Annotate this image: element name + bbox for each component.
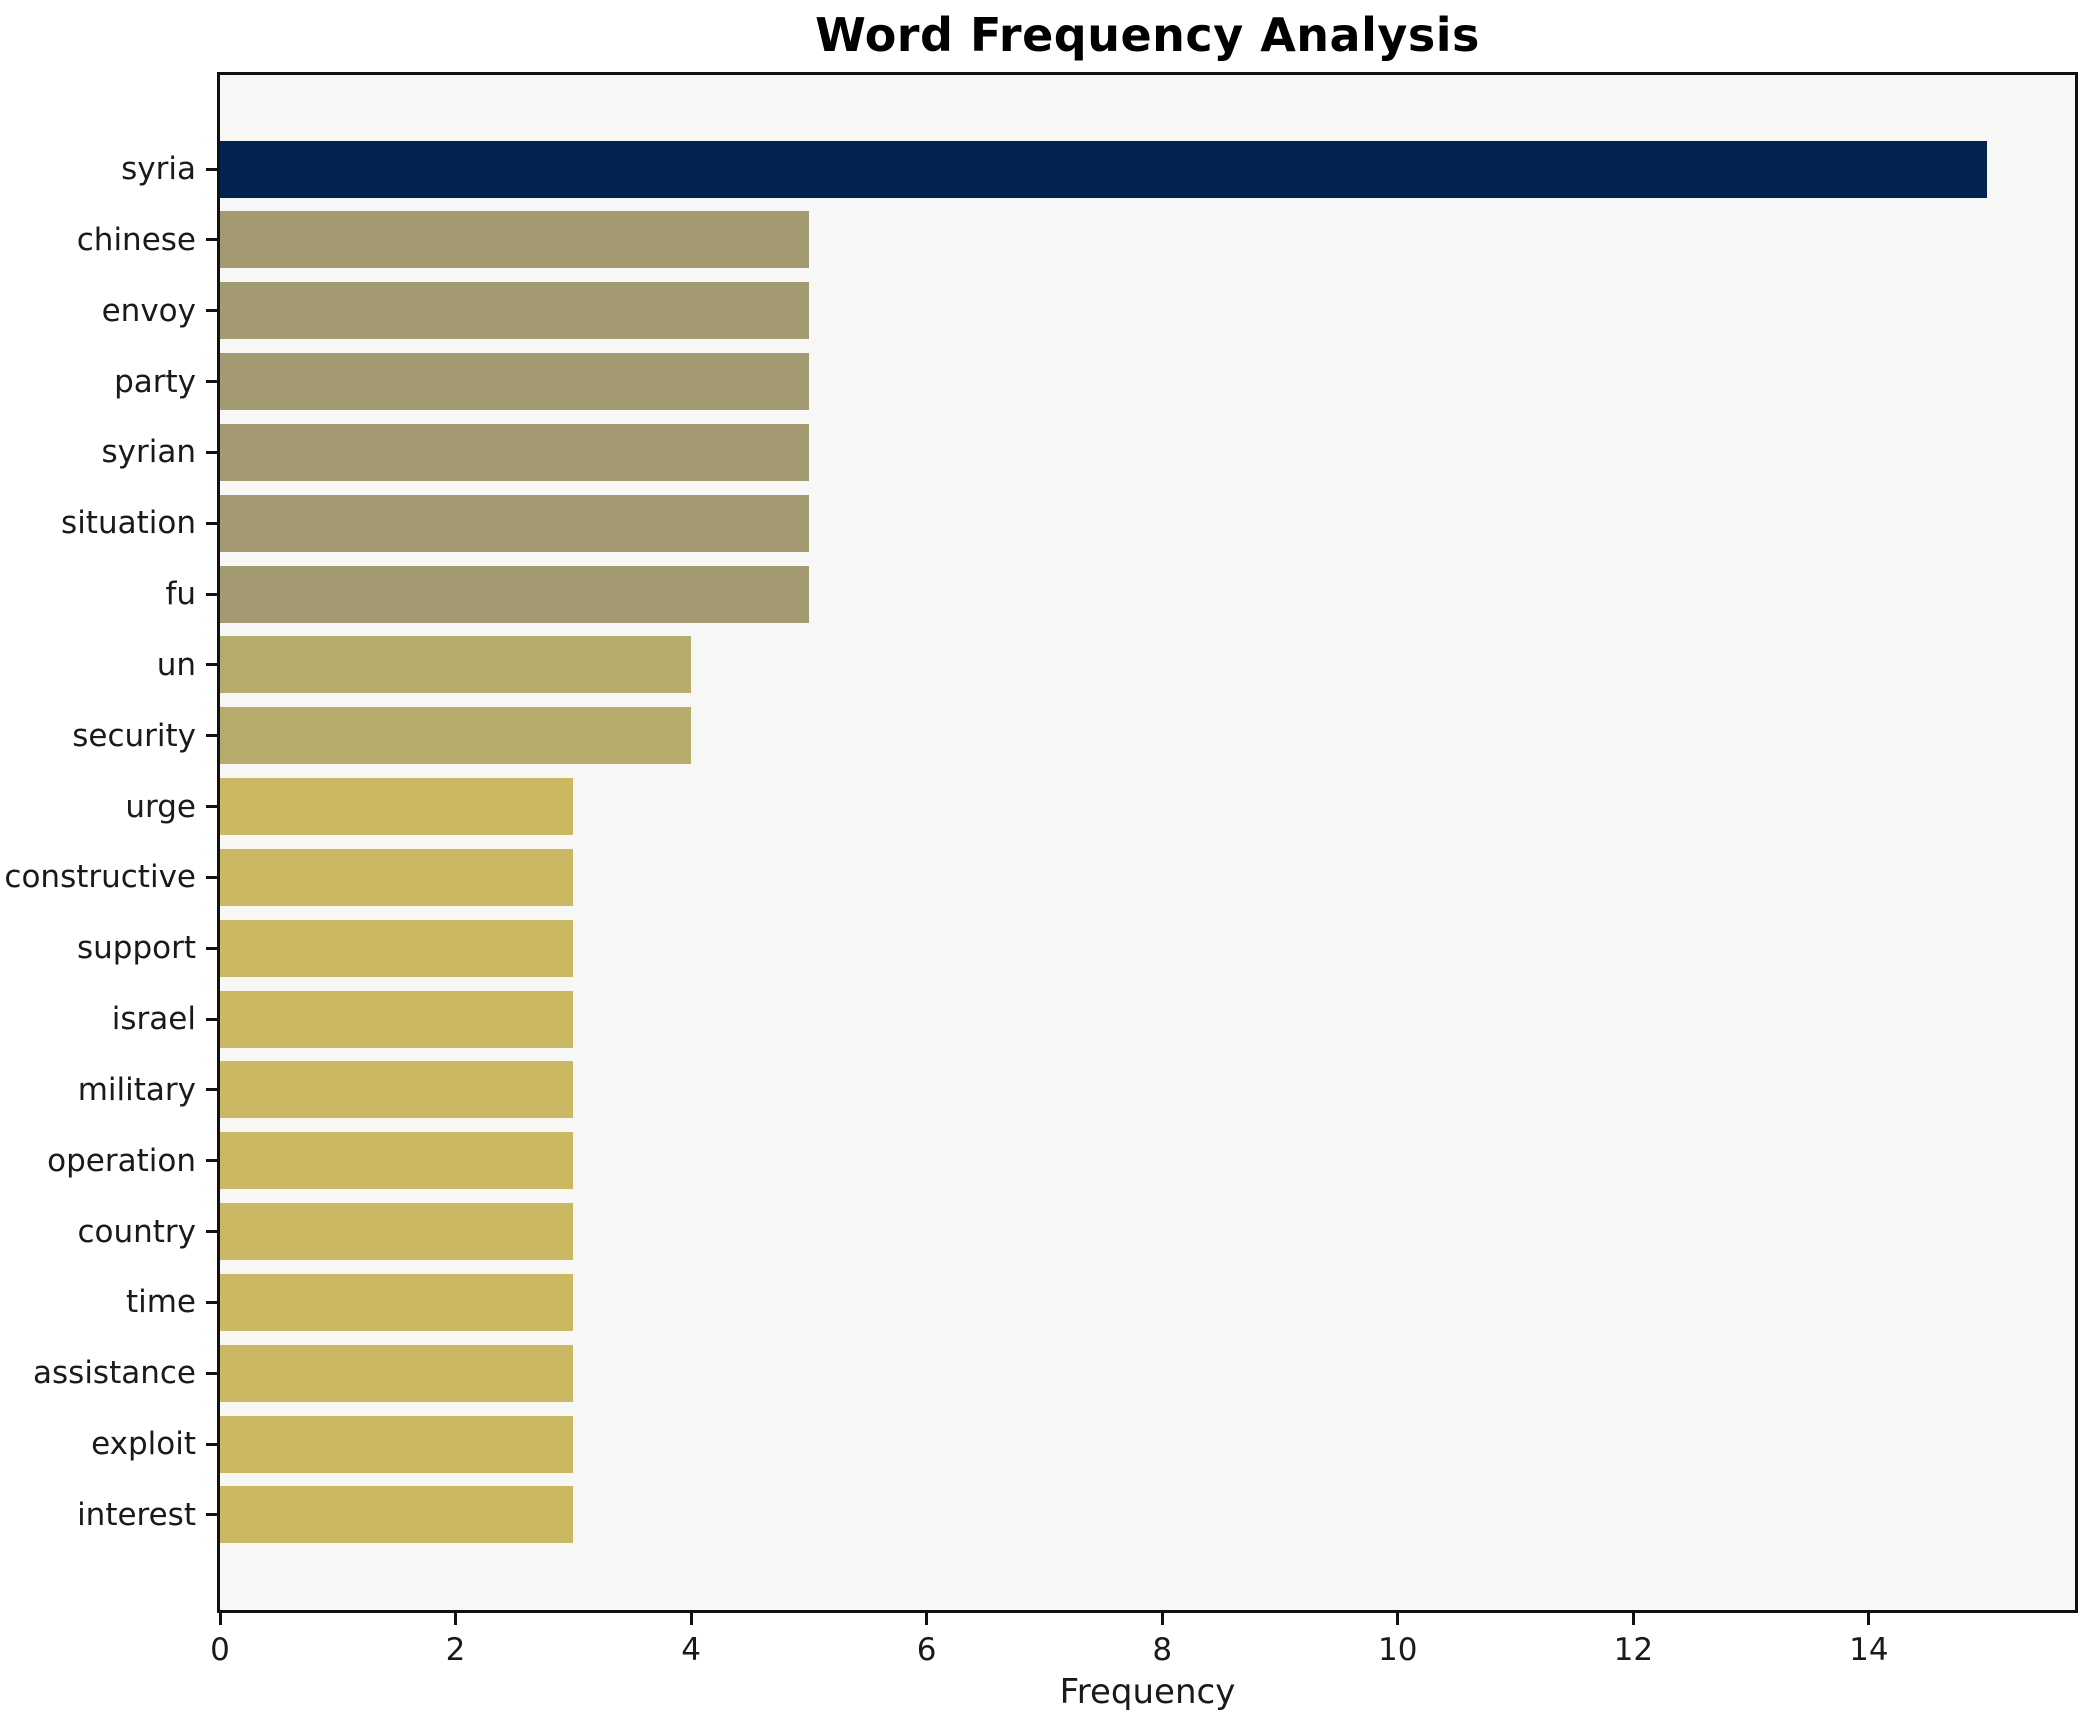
bar-support [220, 919, 574, 977]
bar-constructive [220, 848, 574, 906]
bar-urge [220, 778, 574, 836]
y-tick-label: israel [111, 1001, 196, 1038]
y-tick-label: assistance [33, 1355, 196, 1392]
bar-security [220, 707, 692, 765]
bar-fu [220, 565, 809, 623]
x-tick-mark [1867, 1613, 1871, 1625]
bar-situation [220, 494, 809, 552]
y-tick-label: fu [165, 576, 196, 613]
bar-military [220, 1061, 574, 1119]
x-tick-label: 6 [916, 1632, 937, 1668]
bar-israel [220, 990, 574, 1048]
y-tick-mark [206, 1017, 217, 1021]
y-tick-label: syria [121, 151, 196, 187]
x-tick-label: 8 [1152, 1632, 1173, 1668]
x-axis-title: Frequency [1059, 1672, 1236, 1712]
y-tick-mark [206, 592, 217, 596]
y-tick-mark [206, 805, 217, 809]
x-tick-mark [925, 1613, 929, 1625]
x-tick-mark [454, 1613, 458, 1625]
x-tick-mark [1631, 1613, 1635, 1625]
y-tick-mark [206, 1371, 217, 1375]
y-tick-label: time [125, 1284, 196, 1321]
y-tick-label: constructive [4, 859, 196, 896]
x-tick-mark [1396, 1613, 1400, 1625]
y-tick-mark [206, 450, 217, 454]
y-tick-mark [206, 1159, 217, 1163]
y-tick-label: party [114, 363, 196, 400]
y-tick-mark [206, 1088, 217, 1092]
y-tick-label: situation [61, 505, 196, 542]
x-tick-mark [1160, 1613, 1164, 1625]
y-tick-label: operation [47, 1142, 196, 1179]
bar-time [220, 1273, 574, 1331]
y-tick-mark [206, 1442, 217, 1446]
y-tick-label: exploit [91, 1426, 196, 1463]
x-tick-label: 12 [1613, 1632, 1654, 1668]
bar-assistance [220, 1344, 574, 1402]
x-tick-label: 2 [445, 1632, 466, 1668]
bar-exploit [220, 1415, 574, 1473]
y-tick-label: syrian [101, 434, 197, 471]
bar-envoy [220, 282, 809, 340]
x-tick-label: 4 [681, 1632, 701, 1668]
y-tick-label: country [77, 1213, 196, 1250]
y-tick-mark [206, 1230, 217, 1234]
bar-syria [220, 140, 1987, 198]
plot-area [217, 72, 2078, 1613]
y-tick-mark [206, 875, 217, 879]
y-tick-label: security [72, 717, 196, 754]
x-tick-mark [218, 1613, 222, 1625]
x-tick-label: 14 [1849, 1632, 1889, 1668]
y-tick-label: military [77, 1071, 196, 1108]
x-tick-label: 10 [1378, 1632, 1418, 1668]
y-tick-label: support [76, 930, 196, 967]
bar-un [220, 636, 692, 694]
y-tick-label: urge [125, 788, 196, 825]
y-tick-mark [206, 309, 217, 313]
bar-interest [220, 1486, 574, 1544]
bar-chinese [220, 211, 809, 269]
bar-syrian [220, 423, 809, 481]
y-tick-mark [206, 167, 217, 171]
y-tick-mark [206, 380, 217, 384]
y-tick-mark [206, 1300, 217, 1304]
bar-operation [220, 1132, 574, 1190]
y-tick-mark [206, 238, 217, 242]
y-tick-label: un [156, 646, 196, 683]
y-tick-mark [206, 663, 217, 667]
y-tick-mark [206, 521, 217, 525]
bar-country [220, 1203, 574, 1261]
y-tick-mark [206, 734, 217, 738]
y-tick-label: chinese [76, 221, 196, 258]
x-tick-label: 0 [210, 1632, 230, 1668]
y-tick-label: envoy [101, 292, 196, 329]
y-tick-label: interest [77, 1496, 196, 1533]
x-tick-mark [689, 1613, 693, 1625]
y-tick-mark [206, 946, 217, 950]
chart-title: Word Frequency Analysis [815, 8, 1480, 62]
y-tick-mark [206, 1513, 217, 1517]
bar-party [220, 353, 809, 411]
